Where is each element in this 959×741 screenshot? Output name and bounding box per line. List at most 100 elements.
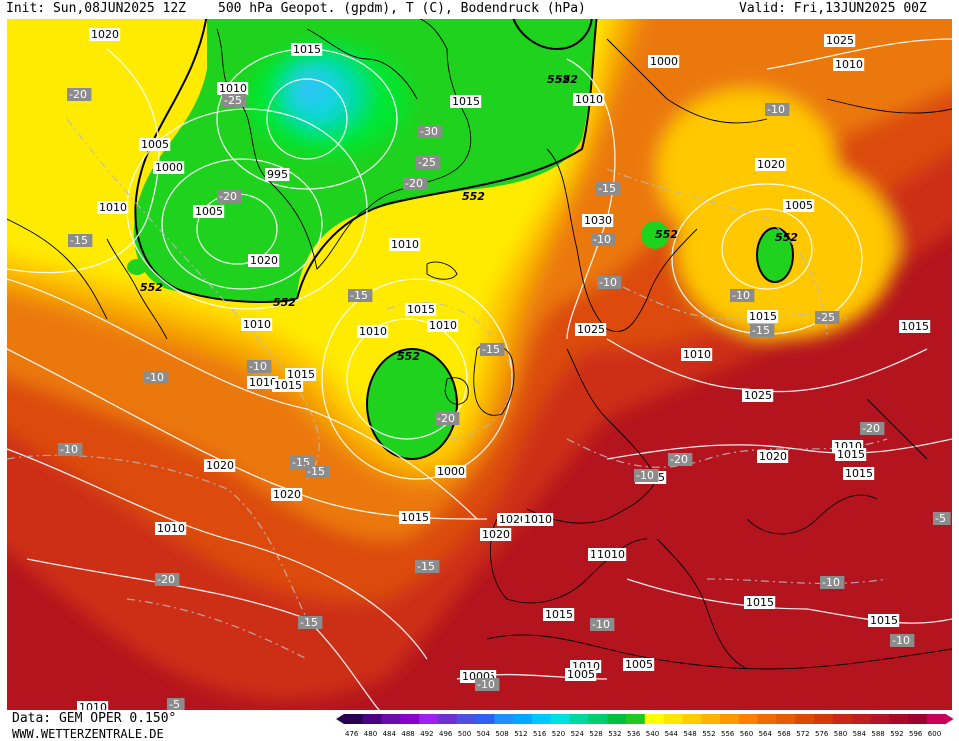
- svg-text:1010: 1010: [249, 376, 277, 389]
- pressure-label: 1000: [648, 55, 680, 68]
- temperature-label: -15: [68, 234, 93, 247]
- temperature-label: -20: [155, 573, 180, 586]
- legend-value: 572: [796, 730, 809, 738]
- legend-value: 552: [702, 730, 715, 738]
- svg-text:552: 552: [555, 73, 578, 86]
- svg-text:-25: -25: [817, 311, 835, 324]
- legend-swatch: [682, 714, 702, 724]
- pressure-label: 1015: [450, 95, 482, 108]
- geopotential-label: 552: [462, 190, 485, 203]
- pressure-label: 1005: [139, 138, 171, 151]
- pressure-label: 1010: [427, 319, 459, 332]
- temperature-labels: -20 -25 -30 -25 -20 -20 -15 -15 -10 -10 -10 -15 -20 -…: [58, 88, 951, 710]
- legend-value: 560: [740, 730, 753, 738]
- temperature-label: -20: [403, 177, 428, 190]
- legend-value: 532: [608, 730, 621, 738]
- svg-text:1010: 1010: [219, 82, 247, 95]
- pressure-label: 1015: [843, 467, 875, 480]
- temperature-label: -10: [820, 576, 845, 589]
- temperature-label: -20: [435, 412, 460, 425]
- pressure-label: 1010: [357, 325, 389, 338]
- svg-text:-15: -15: [482, 343, 500, 356]
- pressure-label: 1010: [155, 522, 187, 535]
- temperature-label: -20: [860, 422, 885, 435]
- legend-value: 544: [665, 730, 679, 738]
- legend-swatch: [550, 714, 571, 724]
- geopotential-label: 552: [140, 281, 163, 294]
- svg-text:552: 552: [140, 281, 163, 294]
- svg-text:-5: -5: [169, 698, 180, 710]
- pressure-label: 1010: [77, 701, 109, 710]
- svg-text:-10: -10: [249, 360, 267, 373]
- svg-text:-15: -15: [417, 560, 435, 573]
- pressure-label: 1020: [271, 488, 303, 501]
- svg-text:1005: 1005: [195, 205, 223, 218]
- pressure-label: 995: [265, 168, 290, 181]
- svg-text:1020: 1020: [482, 528, 510, 541]
- svg-text:1010: 1010: [683, 348, 711, 361]
- svg-text:-10: -10: [60, 443, 78, 456]
- svg-text:1025: 1025: [577, 323, 605, 336]
- svg-text:-15: -15: [307, 465, 325, 478]
- legend-swatch: [908, 714, 928, 724]
- legend-swatch: [738, 714, 759, 724]
- legend-swatch: [889, 714, 909, 724]
- legend-value: 476: [345, 730, 359, 738]
- svg-text:-20: -20: [862, 422, 880, 435]
- legend-value: 588: [871, 730, 884, 738]
- temperature-label: -10: [475, 678, 500, 691]
- svg-text:1010: 1010: [79, 701, 107, 710]
- pressure-label: 1015: [405, 303, 437, 316]
- legend-swatch: [795, 714, 815, 724]
- legend-right-arrow: [945, 714, 954, 724]
- legend-value: 576: [815, 730, 829, 738]
- svg-text:1015: 1015: [293, 43, 321, 56]
- legend-swatch: [588, 714, 608, 724]
- temperature-label: -25: [815, 311, 840, 324]
- legend-swatch: [870, 714, 890, 724]
- pressure-label: 1020: [248, 254, 280, 267]
- svg-text:1010: 1010: [359, 325, 387, 338]
- pressure-label: 1030: [582, 214, 614, 227]
- temperature-label: -5: [167, 698, 185, 710]
- legend-swatch: [381, 714, 401, 724]
- temperature-label: -15: [596, 182, 621, 195]
- pressure-label: 1005: [623, 658, 655, 671]
- svg-text:1015: 1015: [837, 448, 865, 461]
- legend-swatch: [494, 714, 514, 724]
- map-header: Init: Sun,08JUN2025 12Z 500 hPa Geopot. …: [0, 0, 959, 19]
- pressure-label: 1015: [899, 320, 931, 333]
- legend-value: 540: [646, 730, 659, 738]
- svg-text:1010: 1010: [157, 522, 185, 535]
- svg-text:552: 552: [273, 296, 296, 309]
- legend-swatch: [776, 714, 796, 724]
- pressure-label: 1020: [89, 28, 121, 41]
- init-time-label: Init: Sun,08JUN2025 12Z: [6, 1, 187, 16]
- svg-text:-20: -20: [69, 88, 87, 101]
- legend-value: 524: [571, 730, 585, 738]
- legend-value: 488: [401, 730, 414, 738]
- svg-text:-10: -10: [593, 233, 611, 246]
- svg-text:-15: -15: [598, 182, 616, 195]
- temperature-label: -10: [58, 443, 83, 456]
- pressure-label: 1010: [247, 376, 279, 389]
- svg-text:-30: -30: [420, 125, 438, 138]
- svg-text:-20: -20: [437, 412, 455, 425]
- pressure-label: 1005: [565, 668, 597, 681]
- legend-swatch: [626, 714, 646, 724]
- legend-value: 484: [383, 730, 397, 738]
- pressure-label: 1010: [217, 82, 249, 95]
- svg-text:1015: 1015: [407, 303, 435, 316]
- legend-value: 508: [495, 730, 508, 738]
- legend-value: 528: [589, 730, 602, 738]
- map-footer: Data: GEM OPER 0.150° WWW.WETTERZENTRALE…: [0, 710, 959, 741]
- pressure-labels: 1020 1015 1010 1005 1000 995 1010 1005 1020 1015 1…: [77, 28, 931, 710]
- legend-swatch: [644, 714, 665, 724]
- svg-text:-20: -20: [219, 190, 237, 203]
- svg-text:1020: 1020: [757, 158, 785, 171]
- svg-text:1010: 1010: [524, 513, 552, 526]
- temperature-label: -15: [750, 324, 775, 337]
- svg-text:1010: 1010: [429, 319, 457, 332]
- legend-value: 596: [909, 730, 923, 738]
- temperature-label: -10: [634, 469, 659, 482]
